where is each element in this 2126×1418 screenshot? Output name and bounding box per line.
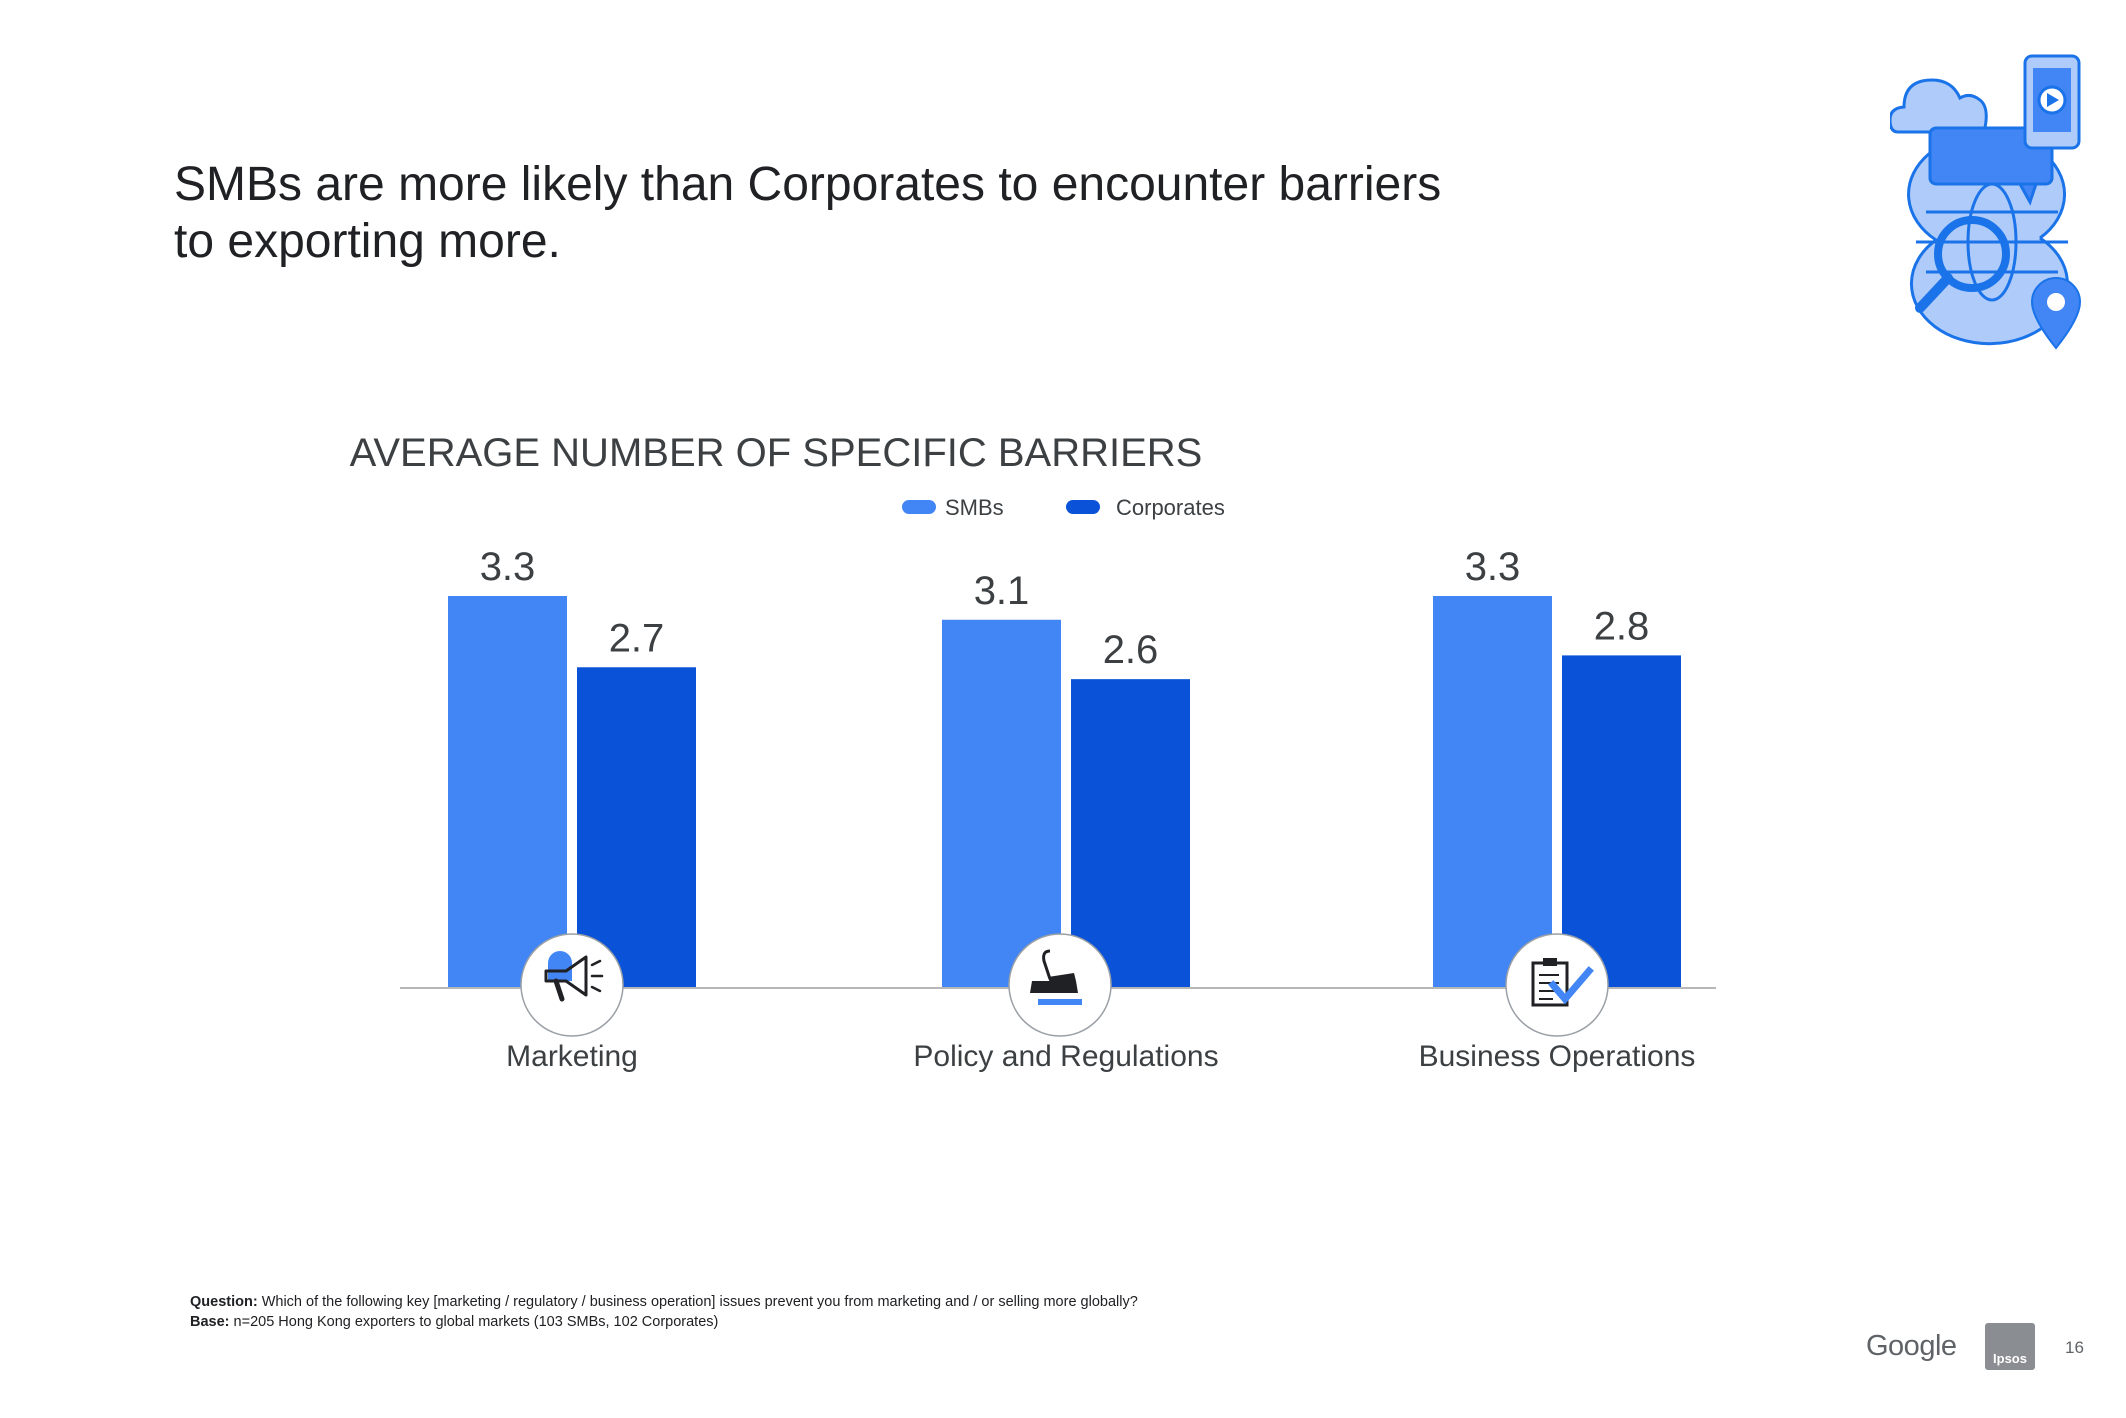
data-label-smbs-1: 3.3 xyxy=(480,545,536,589)
global-marketing-illustration-icon xyxy=(1890,54,2082,350)
category-icon-marketing xyxy=(520,933,624,1037)
ipsos-logo: Ipsos xyxy=(1985,1323,2035,1370)
bar-corporates-3 xyxy=(1562,655,1681,988)
category-icons xyxy=(520,933,1609,1037)
page-number: 16 xyxy=(2065,1338,2084,1357)
google-logo: Google xyxy=(1866,1330,1957,1362)
footnote-base-text: n=205 Hong Kong exporters to global mark… xyxy=(233,1314,719,1330)
data-label-corporates-3: 2.8 xyxy=(1594,604,1650,648)
clipboard-check-icon xyxy=(1531,958,1594,1007)
bar-smbs-2 xyxy=(942,619,1061,988)
category-labels: Marketing Policy and Regulations Business … xyxy=(506,1040,1695,1073)
footnote-question-label: Question: xyxy=(190,1294,258,1310)
category-label-1: Marketing xyxy=(506,1040,638,1073)
footnote: Question: Which of the following key [ma… xyxy=(190,1292,1138,1332)
chart-legend: SMBs Corporates xyxy=(902,495,1225,520)
category-icon-operations xyxy=(1505,933,1609,1037)
data-label-corporates-1: 2.7 xyxy=(609,616,665,660)
legend-label-smbs: SMBs xyxy=(945,495,1004,520)
bar-corporates-2 xyxy=(1071,679,1190,988)
footnote-base-label: Base: xyxy=(190,1314,230,1330)
megaphone-icon xyxy=(544,951,604,1002)
slide-title-line-1: SMBs are more likely than Corporates to … xyxy=(174,158,1442,212)
chart-title: AVERAGE NUMBER OF SPECIFIC BARRIERS xyxy=(350,431,1203,475)
footnote-question: Question: Which of the following key [ma… xyxy=(190,1292,1138,1312)
data-label-smbs-2: 3.1 xyxy=(974,569,1030,613)
category-label-2: Policy and Regulations xyxy=(913,1040,1218,1073)
footnote-question-text: Which of the following key [marketing / … xyxy=(261,1294,1138,1310)
legend-swatch-smbs xyxy=(902,500,936,514)
chart-bars: 3.3 2.7 3.1 2.6 3.3 2.8 xyxy=(448,545,1681,988)
data-label-corporates-2: 2.6 xyxy=(1103,628,1159,672)
category-label-3: Business Operations xyxy=(1419,1040,1696,1073)
footnote-base: Base: n=205 Hong Kong exporters to globa… xyxy=(190,1312,1138,1332)
slide-title-line-2: to exporting more. xyxy=(174,215,561,269)
bar-smbs-1 xyxy=(448,596,567,988)
data-label-smbs-3: 3.3 xyxy=(1465,545,1521,589)
category-icon-policy xyxy=(1008,933,1112,1037)
legend-swatch-corporates xyxy=(1066,500,1100,514)
slide-title: SMBs are more likely than Corporates to … xyxy=(174,156,1674,270)
bar-smbs-3 xyxy=(1433,596,1552,988)
stamp-icon xyxy=(1030,949,1082,1005)
legend-label-corporates: Corporates xyxy=(1116,495,1225,520)
bar-corporates-1 xyxy=(577,667,696,988)
ipsos-logo-text: Ipsos xyxy=(1993,1351,2027,1366)
